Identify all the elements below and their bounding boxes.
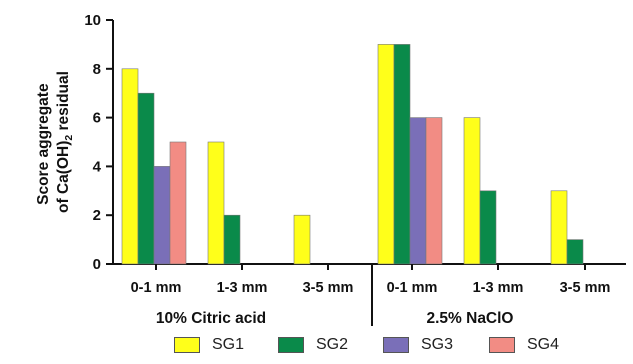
bar-sg2-citric-1-3mm — [223, 214, 241, 265]
legend-item-sg2: SG2 — [278, 330, 348, 360]
x-category-label: 1-3 mm — [217, 280, 268, 296]
legend-label-sg2: SG2 — [316, 336, 349, 353]
y-tick-label: 6 — [93, 110, 101, 127]
bar-sg1-citric-3-5mm — [293, 214, 311, 265]
y-tick-label: 2 — [93, 207, 101, 224]
y-axis-label-line1: Score aggregate — [35, 83, 52, 205]
plot-area: 0 2 4 6 8 10 0-1 mm 1-3 mm 3-5 mm 0-1 mm 1-3 mm 3-5… — [84, 12, 626, 327]
bar-sg1-naclo-0-1mm — [377, 44, 395, 265]
bar-sg4-naclo-0-1mm — [425, 117, 443, 265]
legend-swatch-sg1 — [174, 337, 200, 353]
bar-sg3-citric-0-1mm — [153, 166, 171, 265]
bar-sg2-naclo-3-5mm — [566, 239, 584, 265]
y-tick-label: 4 — [93, 158, 102, 175]
bar-sg1-citric-1-3mm — [207, 141, 225, 265]
y-axis-label-subscript: 2 — [63, 135, 75, 141]
y-axis-label-line2-end: residual — [55, 71, 72, 135]
legend-item-sg4: SG4 — [489, 330, 559, 360]
bar-chart: Score aggregate of Ca(OH)2 residual 0246… — [35, 12, 626, 327]
bar-sg2-naclo-0-1mm — [393, 44, 411, 265]
x-category-label: 1-3 mm — [473, 280, 524, 296]
legend-item-sg1: SG1 — [174, 330, 244, 360]
y-tick-label: 10 — [84, 12, 101, 29]
legend-swatch-sg3 — [383, 337, 409, 353]
y-axis-label-line2: of Ca(OH) — [55, 141, 72, 213]
bar-sg2-naclo-1-3mm — [479, 190, 497, 265]
legend-item-sg3: SG3 — [383, 330, 453, 360]
legend-swatch-sg2 — [278, 337, 304, 353]
legend-label-sg1: SG1 — [212, 336, 245, 353]
legend-label-sg3: SG3 — [421, 336, 454, 353]
legend: SG1 SG2 SG3 SG4 — [0, 330, 633, 360]
bar-sg1-naclo-1-3mm — [463, 117, 481, 265]
x-group-label: 10% Citric acid — [156, 310, 266, 327]
y-tick-label: 8 — [93, 61, 101, 78]
x-category-label: 3-5 mm — [560, 280, 611, 296]
legend-label-sg4: SG4 — [527, 336, 560, 353]
y-axis-label: Score aggregate of Ca(OH)2 residual — [35, 71, 75, 213]
bar-sg3-naclo-0-1mm — [409, 117, 427, 265]
x-group-label: 2.5% NaClO — [426, 310, 513, 327]
bar-sg2-citric-0-1mm — [137, 92, 155, 265]
x-category-label: 0-1 mm — [131, 280, 182, 296]
bar-sg1-citric-0-1mm — [121, 68, 139, 265]
y-tick-label: 0 — [93, 256, 101, 273]
bar-sg4-citric-0-1mm — [169, 141, 187, 265]
x-category-label: 3-5 mm — [303, 280, 354, 296]
x-category-label: 0-1 mm — [387, 280, 438, 296]
bar-sg1-naclo-3-5mm — [550, 190, 568, 265]
legend-swatch-sg4 — [489, 337, 515, 353]
